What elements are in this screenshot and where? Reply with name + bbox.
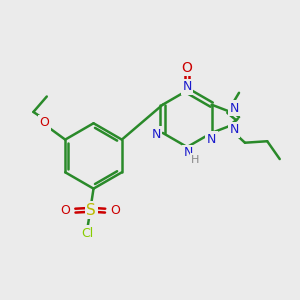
Text: O: O: [60, 204, 70, 217]
Text: N: N: [182, 80, 192, 93]
Text: N: N: [184, 146, 193, 160]
Text: O: O: [182, 61, 193, 75]
Text: Cl: Cl: [82, 227, 94, 240]
Text: N: N: [207, 133, 216, 146]
Text: N: N: [229, 102, 239, 115]
Text: H: H: [191, 154, 200, 164]
Text: N: N: [152, 128, 161, 141]
Text: N: N: [229, 123, 239, 136]
Text: O: O: [40, 116, 49, 130]
Text: O: O: [111, 204, 121, 217]
Text: S: S: [86, 202, 96, 217]
